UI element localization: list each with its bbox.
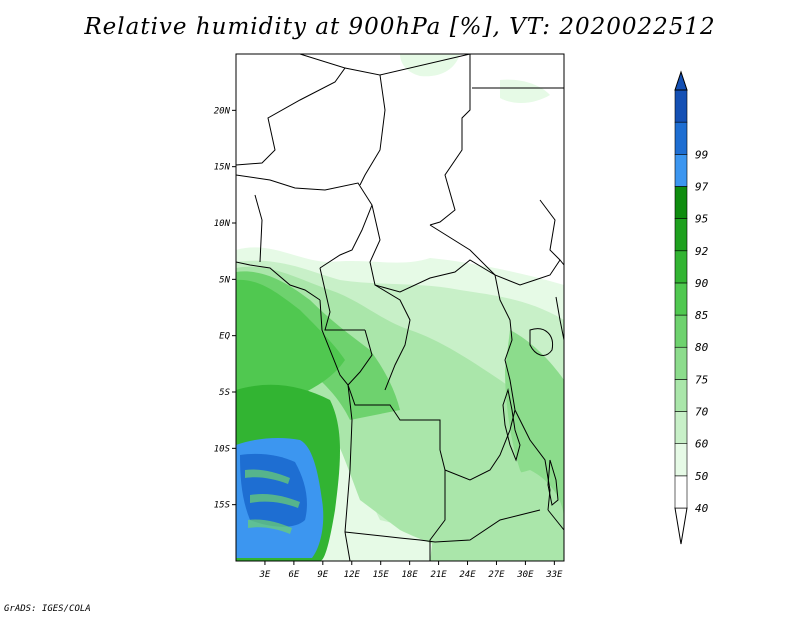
colorbar-bin — [674, 121, 688, 155]
border-west-coast — [236, 261, 321, 301]
colorbar-label: 85 — [695, 309, 708, 322]
lake-tanganyika — [502, 388, 521, 462]
border-drc-north — [374, 284, 411, 391]
lon-tick-label: 15E — [373, 570, 390, 580]
border-congo — [347, 329, 373, 386]
lat-tick-label: 20N — [214, 106, 231, 116]
border-angola-north — [347, 384, 446, 471]
border-egypt — [429, 54, 471, 226]
lon-tick-label: 18E — [402, 570, 419, 580]
colorbar-bin — [674, 411, 688, 444]
lon-tick-label: 9E — [317, 570, 328, 580]
colorbar-label: 97 — [695, 180, 709, 193]
lat-tick-label: 10S — [214, 444, 231, 454]
colorbar-bin — [674, 379, 688, 412]
longitude-axis: 3E 6E 9E 12E 15E 18E 21E 24E 27E 30E 33E — [259, 561, 563, 580]
colorbar-bin — [674, 475, 688, 509]
lat-tick-label: 10N — [214, 219, 231, 229]
border-mozambique — [547, 509, 564, 531]
lon-tick-label: 3E — [259, 570, 271, 580]
border-tanzania — [514, 409, 551, 511]
border-angola-zambia — [429, 470, 446, 561]
border-chad-west — [379, 54, 471, 76]
lake-malawi — [547, 459, 559, 506]
border-sudan-east — [539, 199, 564, 266]
border-libya-niger — [344, 67, 386, 186]
border-north — [236, 54, 346, 166]
border-car-sudan — [429, 224, 561, 286]
lon-tick-label: 30E — [516, 570, 534, 580]
colorbar-label: 99 — [695, 148, 708, 161]
colorbar-top-arrow — [674, 70, 688, 91]
colorbar-bottom-arrow — [674, 507, 688, 545]
colorbar-bin — [674, 89, 688, 123]
border-niger-nigeria — [236, 174, 373, 269]
moist-region-85 — [236, 279, 345, 400]
lat-tick-label: 5S — [219, 388, 230, 398]
country-borders — [236, 54, 564, 561]
border-drc-south — [444, 409, 516, 481]
colorbar-label: 40 — [695, 502, 709, 515]
lon-tick-label: 27E — [488, 570, 505, 580]
lat-tick-label: 15S — [214, 501, 231, 511]
border-gabon-coast — [319, 299, 353, 561]
lon-tick-label: 24E — [459, 570, 476, 580]
credit-text: GrADS: IGES/COLA — [4, 604, 91, 614]
colorbar-bin — [674, 346, 688, 380]
lake-victoria — [529, 328, 554, 356]
colorbar-bin — [674, 186, 688, 219]
lon-tick-label: 12E — [344, 570, 361, 580]
latitude-axis: 20N 15N 10N 5N EQ 5S 10S 15S — [214, 106, 236, 511]
colorbar-label: 92 — [695, 245, 709, 258]
moist-patch-northeast — [500, 79, 550, 104]
lat-tick-label: 15N — [214, 163, 231, 173]
colorbar-bin — [674, 314, 688, 348]
colorbar-label: 50 — [695, 470, 709, 483]
border-east — [555, 296, 564, 341]
lat-tick-label: EQ — [219, 332, 230, 342]
colorbar-label: 80 — [695, 341, 709, 354]
humidity-field — [236, 54, 564, 561]
moist-region-southeast — [430, 470, 564, 561]
lat-tick-label: 5N — [219, 275, 230, 285]
colorbar-label: 95 — [695, 213, 708, 226]
border-cameroon — [319, 267, 365, 331]
colorbar-label: 90 — [695, 277, 709, 290]
lon-tick-label: 6E — [288, 570, 299, 580]
border-chad-car — [369, 204, 496, 293]
border-namibia — [344, 509, 541, 543]
map-frame — [235, 53, 565, 562]
colorbar-bin — [674, 154, 688, 187]
saturated-streaks — [245, 469, 300, 534]
colorbar: 40 50 60 70 75 80 85 90 92 95 97 99 — [674, 70, 709, 545]
colorbar-label: 60 — [695, 438, 709, 451]
colorbar-bin — [674, 250, 688, 284]
border-drc-uganda — [494, 274, 516, 411]
border-benin — [254, 194, 263, 263]
colorbar-bin — [674, 443, 688, 477]
colorbar-bin — [674, 282, 688, 316]
lon-tick-label: 33E — [545, 570, 563, 580]
lon-tick-label: 21E — [430, 570, 447, 580]
colorbar-bin — [674, 218, 688, 252]
colorbar-label: 70 — [695, 406, 709, 419]
map-title: Relative humidity at 900hPa [%], VT: 202… — [84, 14, 716, 40]
colorbar-label: 75 — [695, 373, 708, 386]
